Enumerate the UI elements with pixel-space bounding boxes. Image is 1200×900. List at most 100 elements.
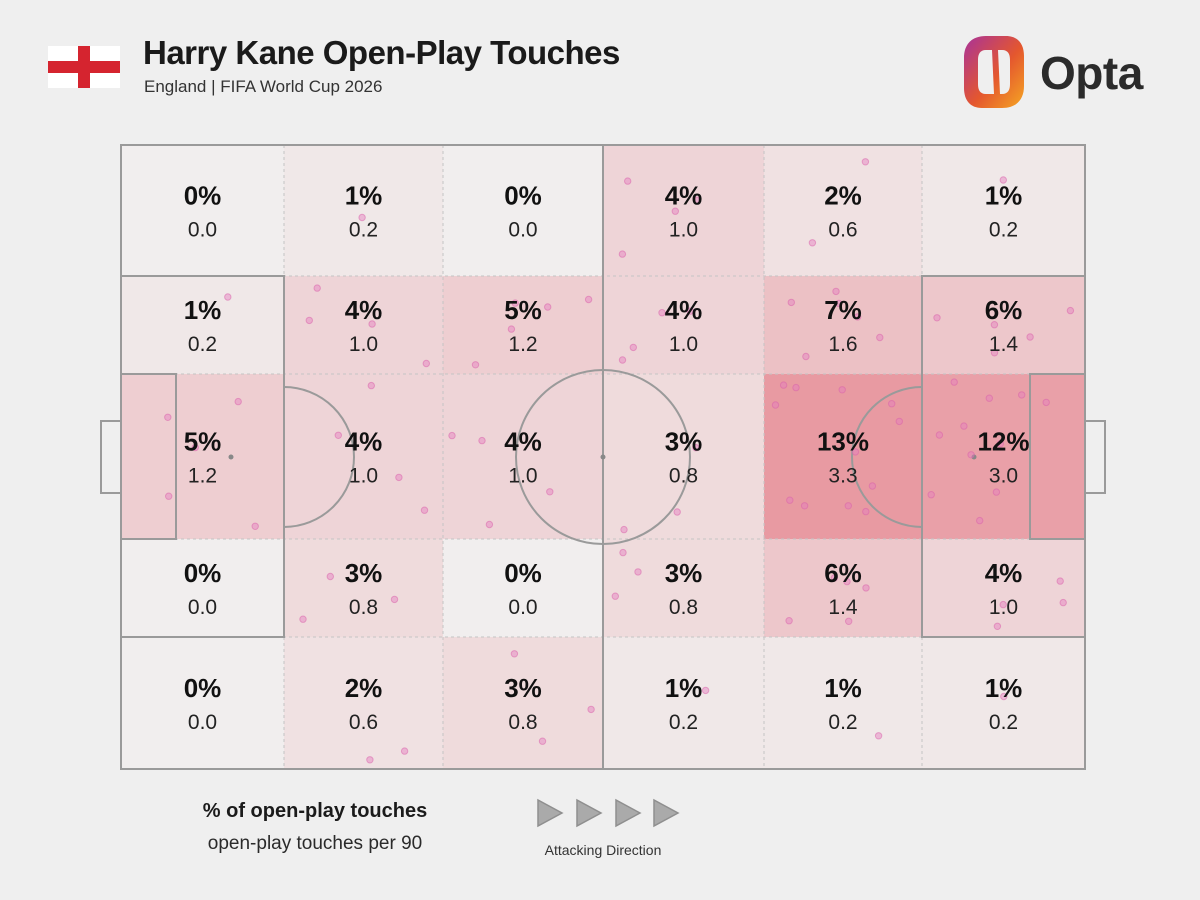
cell-percentage-label: 13% [817, 427, 869, 457]
touch-dot [584, 295, 593, 304]
cell-per90-label: 1.0 [669, 333, 698, 356]
cell-percentage-label: 3% [665, 558, 703, 588]
heatmap-cell-r2-c4 [603, 276, 764, 374]
arrow-icon [537, 798, 564, 828]
touch-dot [251, 522, 259, 530]
touch-dot [845, 617, 853, 625]
touch-dot [993, 622, 1002, 630]
cell-percentage-label: 2% [824, 181, 862, 211]
touch-dot [671, 207, 679, 215]
heatmap-cell-r2-c3 [443, 276, 603, 374]
opta-brand-text: Opta [1040, 47, 1143, 99]
touch-dot [976, 516, 984, 525]
touch-dot [985, 394, 993, 402]
touch-dot [844, 502, 852, 510]
cell-percentage-label: 6% [824, 558, 862, 588]
cell-percentage-label: 1% [824, 673, 862, 703]
heatmap-cell-r1-c1 [121, 145, 284, 276]
touch-dot [832, 287, 840, 296]
cell-percentage-label: 1% [985, 181, 1023, 211]
touch-dot [785, 617, 793, 625]
touch-dot [830, 574, 839, 582]
arrow-icon [576, 798, 603, 828]
cell-per90-label: 0.0 [508, 596, 537, 619]
cell-per90-label: 0.0 [508, 219, 537, 242]
arrow-icon [615, 798, 642, 828]
pitch-markings [100, 144, 1106, 770]
cell-per90-label: 0.6 [349, 711, 378, 734]
cell-percentage-label: 3% [504, 673, 542, 703]
heatmap-cell-r3-c2 [284, 374, 443, 539]
heatmap-cell-r5-c1 [121, 637, 284, 769]
touch-dot [422, 359, 430, 368]
touch-dot [538, 737, 547, 745]
touch-dot [164, 413, 172, 421]
heatmap-cell-r1-c5 [764, 145, 922, 276]
touch-dot [299, 615, 307, 623]
heatmap-cell-r5-c6 [922, 637, 1085, 769]
heatmap-cell-r1-c2 [284, 145, 443, 276]
attacking-direction-label: Attacking Direction [544, 842, 662, 858]
heatmap-cell-r1-c4 [603, 145, 764, 276]
heatmap-cell-r3-c1 [121, 374, 284, 539]
touch-dot [395, 473, 403, 482]
cell-per90-label: 0.2 [989, 711, 1018, 734]
touch-dot [620, 525, 628, 534]
cell-per90-label: 1.2 [188, 465, 217, 488]
heatmap-cell-r5-c2 [284, 637, 443, 769]
cell-percentage-label: 4% [345, 295, 383, 325]
touch-dot [165, 492, 173, 500]
touch-dot [895, 417, 903, 426]
touch-dot [960, 422, 968, 430]
cell-per90-label: 0.6 [828, 219, 857, 242]
heatmap-cell-r4-c4 [603, 539, 764, 637]
page-title: Harry Kane Open-Play Touches [143, 34, 620, 71]
legend-subtitle: open-play touches per 90 [207, 833, 423, 854]
legend-title: % of open-play touches [202, 800, 428, 822]
touch-dot [611, 592, 619, 600]
touch-dot [334, 431, 342, 439]
touch-dot [992, 488, 1001, 496]
left-goal [100, 420, 122, 494]
page-subtitle: England | FIFA World Cup 2026 [144, 77, 383, 96]
touch-dot [478, 436, 486, 445]
touch-dot [1000, 692, 1008, 701]
heatmap-cell-r2-c1 [121, 276, 284, 374]
heatmap-cell-r5-c5 [764, 637, 922, 769]
touch-dot [224, 293, 232, 301]
heatmap-cell-r1-c3 [443, 145, 603, 276]
touch-dot [792, 383, 800, 392]
cell-percentage-label: 0% [504, 558, 542, 588]
touch-dot [367, 381, 375, 390]
touch-dot [861, 158, 870, 166]
touch-dot [686, 307, 694, 315]
touch-dot [888, 400, 896, 408]
cell-percentage-label: 12% [977, 427, 1029, 457]
touch-dot [400, 747, 409, 755]
cell-percentage-label: 2% [345, 673, 383, 703]
centre-spot [600, 454, 606, 460]
cell-per90-label: 0.2 [669, 711, 698, 734]
touch-dot [507, 325, 516, 333]
touch-dot [950, 378, 958, 386]
touch-dot [305, 316, 313, 325]
heatmap-cell-r2-c6 [922, 276, 1085, 374]
cell-percentage-label: 0% [184, 673, 222, 703]
touch-dot [771, 401, 780, 409]
cell-percentage-label: 7% [824, 295, 862, 325]
touch-dot [1066, 306, 1075, 315]
touch-dot [990, 349, 999, 357]
heatmap-cell-r4-c3 [443, 539, 603, 637]
touch-dot [779, 381, 788, 389]
touch-dot [624, 177, 632, 185]
cell-percentage-label: 4% [665, 181, 703, 211]
cell-per90-label: 0.8 [349, 596, 378, 619]
heatmap-cell-r4-c6 [922, 539, 1085, 637]
touch-dot [618, 356, 627, 364]
heatmap-cell-r2-c2 [284, 276, 443, 374]
touch-dot [853, 313, 862, 321]
touch-dot [692, 196, 701, 204]
cell-per90-label: 0.2 [989, 219, 1018, 242]
touch-dot [618, 250, 627, 258]
attacking-direction-arrows [537, 798, 680, 828]
